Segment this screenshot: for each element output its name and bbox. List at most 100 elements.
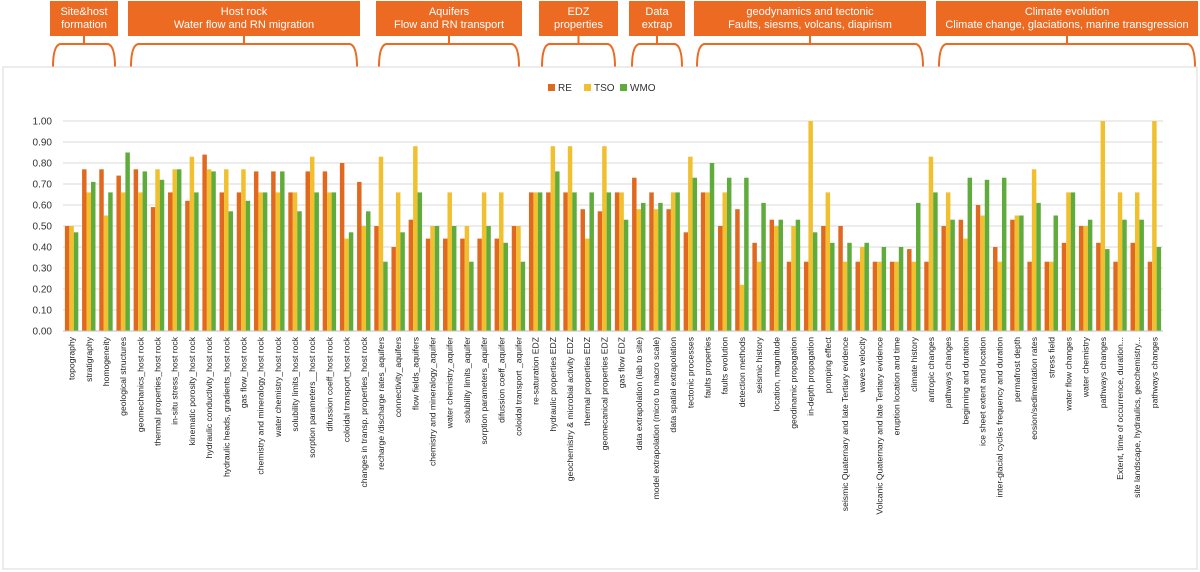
- bar-re-27: [528, 192, 534, 331]
- x-tick-label: pathways changes: [1098, 337, 1108, 408]
- bar-wmo-31: [606, 192, 612, 331]
- bar-re-33: [632, 177, 637, 331]
- group-subtitle: Flow and RN transport: [393, 18, 505, 31]
- bar-tso-24: [481, 192, 487, 331]
- bar-re-3: [116, 175, 121, 331]
- y-tick-label: 0.00: [33, 327, 53, 338]
- x-tick-label: geomechanics_host rock: [135, 336, 145, 432]
- bar-re-34: [649, 192, 654, 331]
- bar-re-17: [357, 181, 362, 331]
- bar-tso-51: [945, 192, 951, 331]
- group-bracket-geodyn: [696, 43, 924, 68]
- group-bracket-data: [631, 43, 683, 68]
- legend-swatch-re: [548, 84, 555, 91]
- group-edz-properties: EDZ properties: [539, 1, 618, 36]
- x-tick-label: data spatial extrapolation: [668, 337, 678, 433]
- x-tick-label: sorption parameters_aquifer: [479, 337, 489, 445]
- bar-re-46: [855, 261, 860, 331]
- bar-tso-38: [722, 192, 727, 331]
- bar-wmo-48: [898, 247, 904, 331]
- bar-tso-4: [138, 192, 143, 331]
- bar-re-56: [1027, 261, 1032, 331]
- bar-tso-29: [567, 146, 573, 331]
- plot-area-border: [2, 66, 1198, 570]
- group-data-extrap: Data extrap: [629, 1, 685, 36]
- bar-wmo-11: [262, 192, 268, 331]
- bar-wmo-43: [812, 232, 818, 331]
- x-tick-label: inter-glacial cycles frequency and durat…: [995, 337, 1005, 498]
- bar-tso-6: [172, 169, 177, 331]
- bar-tso-33: [636, 209, 642, 331]
- x-tick-label: gas flow_host rock: [238, 336, 248, 408]
- x-tick-label: water chemistry_host rock: [273, 336, 283, 438]
- bar-re-50: [924, 261, 929, 331]
- group-bracket-climate: [938, 43, 1196, 68]
- bar-re-49: [907, 249, 912, 331]
- bar-wmo-14: [314, 192, 319, 331]
- group-climate-evolution: Climate evolution Climate change, glacia…: [936, 1, 1198, 36]
- x-tick-label: Extent, time of occurrence, duration...: [1115, 337, 1125, 480]
- bar-wmo-1: [91, 181, 96, 331]
- bar-wmo-51: [950, 219, 955, 331]
- x-tick-label: site landscape, hydraulics, geochemistry…: [1132, 337, 1142, 498]
- bar-wmo-3: [125, 152, 130, 331]
- x-tick-label: stratigraphy: [84, 336, 94, 382]
- x-tick-label: permafrost depth: [1012, 337, 1022, 402]
- legend-swatch-tso: [584, 84, 591, 91]
- x-tick-label: data extrapolation (lab to site): [634, 337, 644, 450]
- bar-re-11: [253, 171, 259, 331]
- bar-re-7: [185, 200, 190, 331]
- group-title: Aquifers: [428, 5, 470, 18]
- bar-wmo-4: [142, 171, 148, 331]
- bar-wmo-32: [623, 219, 629, 331]
- bar-tso-16: [344, 238, 349, 331]
- bar-re-22: [443, 238, 448, 331]
- bar-re-61: [1113, 261, 1118, 331]
- bar-wmo-55: [1019, 215, 1024, 331]
- bar-tso-42: [791, 226, 796, 331]
- bar-wmo-21: [434, 226, 440, 331]
- bar-wmo-15: [331, 192, 337, 331]
- group-bracket-site: [52, 43, 116, 68]
- x-tick-label: coloidal transport_host rock: [342, 336, 352, 442]
- bar-re-20: [408, 219, 414, 331]
- bar-wmo-40: [761, 202, 766, 331]
- bar-tso-40: [756, 261, 762, 331]
- y-tick-label: 0.90: [33, 138, 53, 149]
- bar-wmo-13: [297, 211, 302, 331]
- bar-tso-15: [327, 192, 332, 331]
- bar-re-59: [1078, 226, 1084, 331]
- bar-tso-35: [670, 192, 676, 331]
- bar-re-16: [339, 163, 345, 331]
- bar-tso-56: [1031, 169, 1037, 331]
- bar-wmo-19: [400, 232, 405, 331]
- group-aquifers: Aquifers Flow and RN transport: [376, 1, 522, 36]
- bar-tso-1: [86, 192, 92, 331]
- bar-wmo-29: [572, 192, 577, 331]
- group-title: EDZ: [567, 5, 590, 18]
- bar-tso-2: [103, 215, 109, 331]
- bar-re-21: [425, 238, 431, 331]
- bar-tso-43: [808, 121, 813, 331]
- bar-tso-36: [688, 156, 693, 331]
- bar-re-24: [477, 238, 482, 331]
- y-tick-label: 0.60: [33, 201, 53, 212]
- x-tick-label: geochemistry & microbial activity EDZ: [565, 337, 575, 481]
- x-tick-label: model extrapolation (micro to macro scal…: [651, 337, 661, 500]
- bar-wmo-30: [589, 192, 594, 331]
- x-tick-label: stress field: [1046, 337, 1056, 378]
- bar-tso-48: [894, 261, 899, 331]
- bar-re-6: [168, 192, 173, 331]
- bar-tso-37: [705, 192, 710, 331]
- bar-re-38: [718, 226, 723, 331]
- bar-wmo-39: [744, 177, 749, 331]
- bar-tso-55: [1014, 215, 1020, 331]
- legend-label-tso: TSO: [594, 83, 615, 94]
- bar-re-10: [236, 192, 242, 331]
- bar-tso-59: [1083, 226, 1088, 331]
- x-tick-label: eruption location and time: [892, 337, 902, 436]
- bar-wmo-5: [159, 179, 165, 331]
- x-tick-label: Volcanic Quaternary and late Tertiary ev…: [874, 337, 884, 515]
- x-tick-label: gas flow EDZ: [617, 337, 627, 388]
